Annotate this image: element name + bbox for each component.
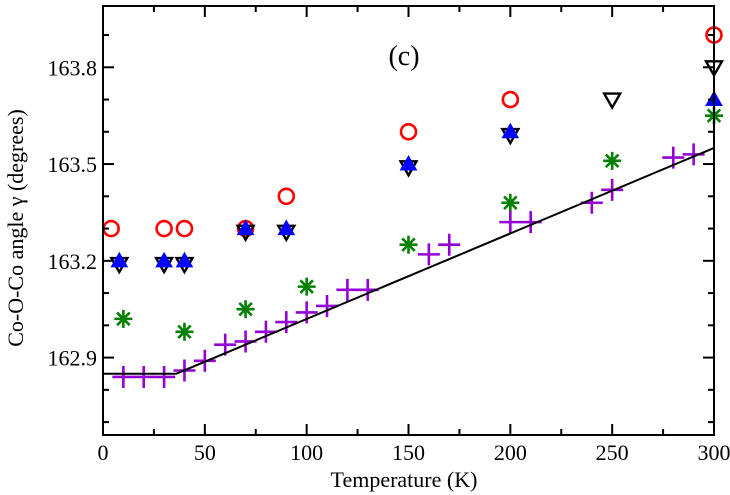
y-tick-label: 163.5 xyxy=(48,152,98,177)
panel-label: (c) xyxy=(388,41,419,72)
plus-point xyxy=(682,143,705,166)
plus-point xyxy=(417,243,440,266)
tick-labels: 0 50 100 150 200 250 300 162.9 163.2 163.5 163.8 xyxy=(48,55,730,465)
asterisk-point xyxy=(297,277,316,296)
down-triangle-point xyxy=(602,92,623,110)
open-circle-point xyxy=(277,187,296,206)
plus-point xyxy=(254,320,277,343)
x-axis-title: Temperature (K) xyxy=(331,467,478,492)
up-triangle-point xyxy=(277,219,296,236)
y-tick-label: 162.9 xyxy=(48,346,98,371)
asterisk-point xyxy=(603,151,622,170)
plus-point xyxy=(153,365,176,388)
asterisk-point xyxy=(399,235,418,254)
open-circle-point xyxy=(501,90,520,109)
up-triangle-point xyxy=(175,251,194,268)
up-triangle-point xyxy=(399,155,418,171)
plus-point xyxy=(214,333,237,356)
axis-ticks xyxy=(102,6,715,435)
open-circle-point xyxy=(155,219,173,238)
y-tick-label: 163.2 xyxy=(48,249,98,274)
series-1 xyxy=(109,60,725,275)
plus-point xyxy=(336,278,359,301)
series-5 xyxy=(103,147,715,375)
x-tick-label: 0 xyxy=(98,440,109,465)
plot-marks xyxy=(102,26,725,388)
asterisk-point xyxy=(236,300,255,319)
y-tick-label: 163.8 xyxy=(48,55,98,80)
up-triangle-point xyxy=(501,122,520,139)
plus-point xyxy=(499,211,522,234)
open-circle-point xyxy=(175,219,194,238)
plus-point xyxy=(112,365,135,388)
series-3 xyxy=(114,106,723,341)
series-2 xyxy=(110,90,723,268)
asterisk-point xyxy=(175,322,194,341)
asterisk-point xyxy=(114,309,133,328)
plus-point xyxy=(438,233,461,256)
up-triangle-point xyxy=(236,219,255,236)
fit-line xyxy=(103,147,715,375)
x-tick-label: 50 xyxy=(194,440,216,465)
plus-point xyxy=(132,365,155,388)
x-tick-label: 250 xyxy=(596,440,629,465)
x-tick-label: 300 xyxy=(698,440,730,465)
open-circle-point xyxy=(399,122,418,141)
plus-point xyxy=(316,294,339,317)
x-tick-label: 200 xyxy=(494,440,527,465)
x-tick-label: 100 xyxy=(290,440,323,465)
series-4 xyxy=(112,143,705,388)
plus-point xyxy=(275,311,298,334)
up-triangle-point xyxy=(155,251,173,268)
plus-point xyxy=(295,301,318,324)
asterisk-point xyxy=(501,193,520,212)
x-tick-label: 150 xyxy=(392,440,425,465)
up-triangle-point xyxy=(110,251,129,268)
y-axis-title: Co-O-Co angle γ (degrees) xyxy=(3,109,28,347)
